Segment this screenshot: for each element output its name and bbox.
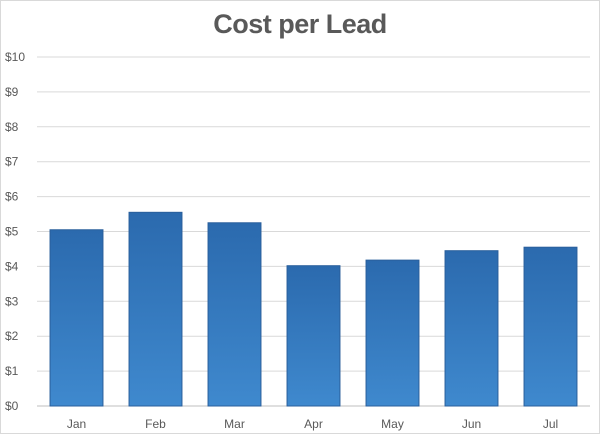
y-tick-label: $6: [5, 190, 19, 204]
y-tick-label: $8: [5, 120, 19, 134]
x-tick-label: Apr: [304, 417, 323, 431]
bar-jan: [49, 229, 104, 407]
y-tick-label: $4: [5, 259, 19, 273]
x-tick-label: Jan: [67, 417, 86, 431]
bar-mar: [207, 222, 262, 407]
y-tick-label: $1: [5, 364, 19, 378]
x-tick-label: May: [381, 417, 404, 431]
y-tick-label: $10: [5, 50, 25, 64]
bar-jun: [444, 250, 499, 407]
chart-title: Cost per Lead: [213, 9, 387, 39]
x-tick-label: Mar: [224, 417, 245, 431]
bar-jul: [523, 246, 578, 407]
bar-may: [365, 259, 420, 407]
y-tick-label: $2: [5, 329, 19, 343]
y-tick-label: $0: [5, 399, 19, 413]
x-tick-label: Jun: [462, 417, 481, 431]
y-tick-label: $5: [5, 225, 19, 239]
bar-feb: [128, 211, 183, 407]
y-tick-label: $7: [5, 155, 19, 169]
y-tick-label: $3: [5, 294, 19, 308]
y-tick-label: $9: [5, 85, 19, 99]
bar-apr: [286, 265, 341, 407]
x-tick-label: Feb: [145, 417, 166, 431]
x-tick-label: Jul: [543, 417, 558, 431]
